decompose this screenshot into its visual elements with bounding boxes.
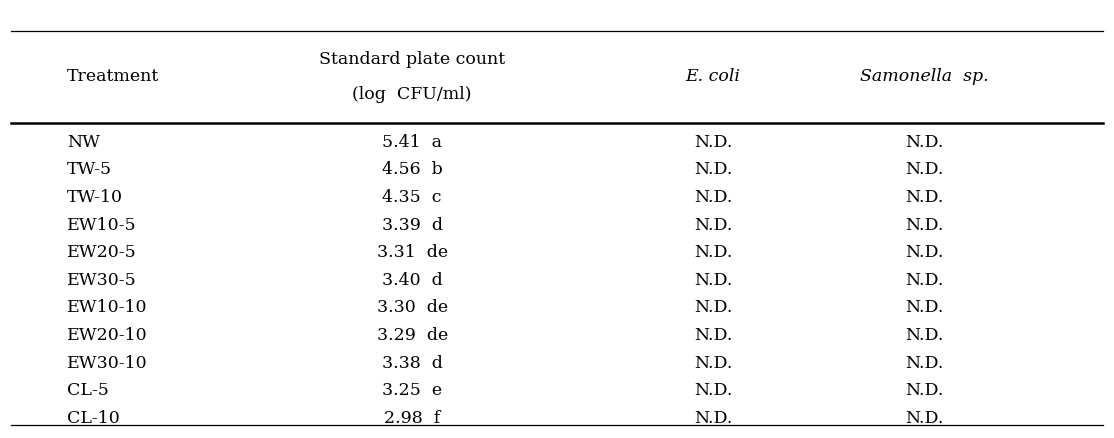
Text: EW10-5: EW10-5 — [67, 217, 137, 233]
Text: N.D.: N.D. — [694, 217, 732, 233]
Text: N.D.: N.D. — [694, 272, 732, 289]
Text: 3.38  d: 3.38 d — [382, 355, 442, 371]
Text: N.D.: N.D. — [906, 327, 944, 344]
Text: E. coli: E. coli — [685, 68, 741, 85]
Text: N.D.: N.D. — [906, 189, 944, 206]
Text: 4.56  b: 4.56 b — [382, 162, 442, 178]
Text: EW20-10: EW20-10 — [67, 327, 147, 344]
Text: 3.25  e: 3.25 e — [382, 382, 442, 399]
Text: N.D.: N.D. — [906, 300, 944, 316]
Text: EW30-5: EW30-5 — [67, 272, 137, 289]
Text: N.D.: N.D. — [906, 410, 944, 427]
Text: EW30-10: EW30-10 — [67, 355, 147, 371]
Text: TW-10: TW-10 — [67, 189, 123, 206]
Text: N.D.: N.D. — [906, 162, 944, 178]
Text: Samonella  sp.: Samonella sp. — [860, 68, 989, 85]
Text: N.D.: N.D. — [906, 134, 944, 151]
Text: CL-5: CL-5 — [67, 382, 109, 399]
Text: N.D.: N.D. — [694, 327, 732, 344]
Text: N.D.: N.D. — [694, 189, 732, 206]
Text: N.D.: N.D. — [694, 355, 732, 371]
Text: TW-5: TW-5 — [67, 162, 113, 178]
Text: N.D.: N.D. — [906, 355, 944, 371]
Text: N.D.: N.D. — [906, 217, 944, 233]
Text: N.D.: N.D. — [906, 244, 944, 261]
Text: Treatment: Treatment — [67, 68, 159, 85]
Text: 3.40  d: 3.40 d — [382, 272, 442, 289]
Text: N.D.: N.D. — [906, 272, 944, 289]
Text: 2.98  f: 2.98 f — [384, 410, 440, 427]
Text: 5.41  a: 5.41 a — [382, 134, 442, 151]
Text: N.D.: N.D. — [694, 410, 732, 427]
Text: 4.35  c: 4.35 c — [382, 189, 442, 206]
Text: Standard plate count: Standard plate count — [319, 51, 506, 67]
Text: NW: NW — [67, 134, 100, 151]
Text: N.D.: N.D. — [906, 382, 944, 399]
Text: 3.29  de: 3.29 de — [377, 327, 448, 344]
Text: N.D.: N.D. — [694, 244, 732, 261]
Text: EW10-10: EW10-10 — [67, 300, 147, 316]
Text: N.D.: N.D. — [694, 382, 732, 399]
Text: N.D.: N.D. — [694, 162, 732, 178]
Text: EW20-5: EW20-5 — [67, 244, 137, 261]
Text: N.D.: N.D. — [694, 134, 732, 151]
Text: 3.31  de: 3.31 de — [377, 244, 448, 261]
Text: (log  CFU/ml): (log CFU/ml) — [352, 86, 472, 102]
Text: CL-10: CL-10 — [67, 410, 119, 427]
Text: 3.39  d: 3.39 d — [382, 217, 442, 233]
Text: 3.30  de: 3.30 de — [377, 300, 448, 316]
Text: N.D.: N.D. — [694, 300, 732, 316]
